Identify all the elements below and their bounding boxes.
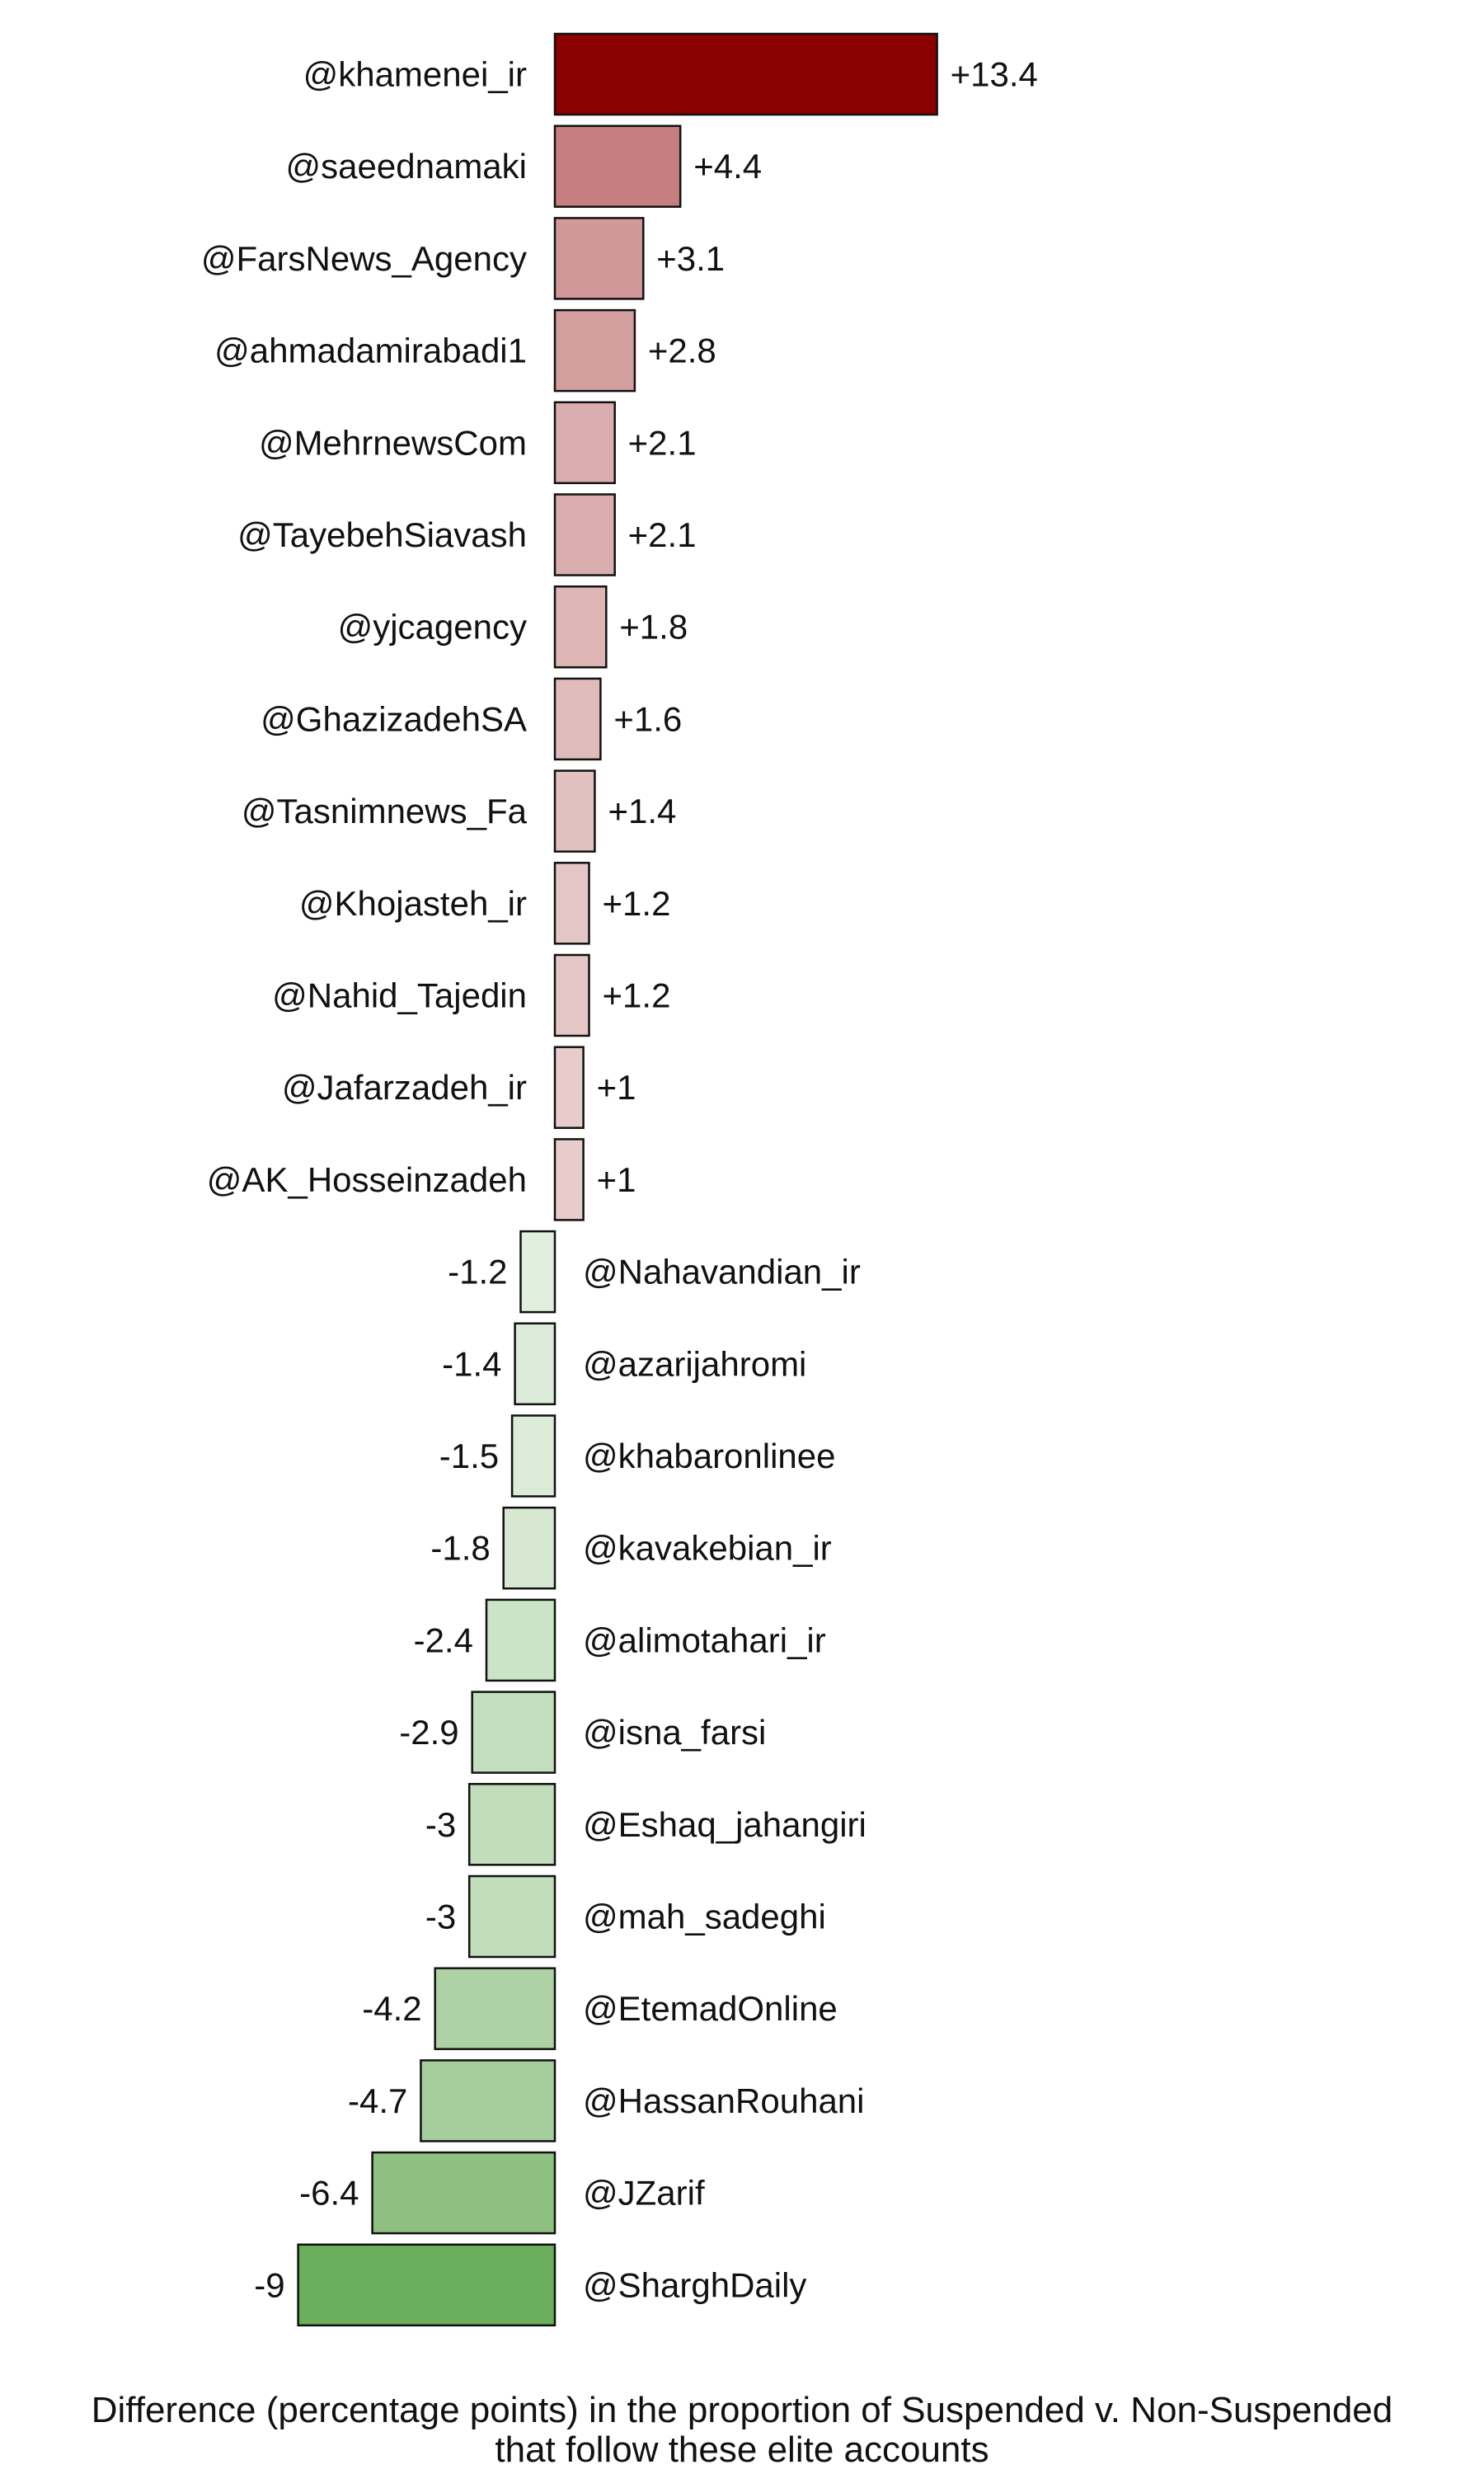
category-label: @ahmadamirabadi1 xyxy=(214,332,527,370)
category-label: @mah_sadeghi xyxy=(583,1898,826,1936)
value-label: +1 xyxy=(597,1160,636,1199)
category-label: @yjcagency xyxy=(338,608,527,647)
value-label: -9 xyxy=(254,2265,284,2304)
bar xyxy=(553,769,596,853)
value-label: -6.4 xyxy=(299,2174,359,2213)
category-label: @HassanRouhani xyxy=(583,2081,865,2120)
value-label: +2.8 xyxy=(648,332,716,370)
value-label: -1.4 xyxy=(442,1344,501,1383)
value-label: +13.4 xyxy=(951,55,1038,94)
bar xyxy=(371,2151,556,2235)
value-label: +4.4 xyxy=(693,147,762,186)
value-label: -3 xyxy=(425,1898,456,1936)
bar xyxy=(434,1967,556,2050)
category-label: @Khojasteh_ir xyxy=(299,884,527,923)
category-label: @Jafarzadeh_ir xyxy=(282,1068,527,1107)
bar xyxy=(553,493,616,576)
bar xyxy=(553,953,590,1037)
bar xyxy=(502,1506,556,1590)
category-label: @saeednamaki xyxy=(286,147,527,186)
category-label: @GhazizadehSA xyxy=(261,699,527,738)
value-label: +1.2 xyxy=(603,976,671,1015)
x-axis-label-line-1: Difference (percentage points) in the pr… xyxy=(91,2390,1393,2430)
bar xyxy=(553,308,636,393)
category-label: @alimotahari_ir xyxy=(583,1620,826,1659)
bar xyxy=(519,1230,556,1314)
category-label: @azarijahromi xyxy=(583,1344,806,1383)
category-label: @TayebehSiavash xyxy=(237,515,527,554)
value-label: -1.8 xyxy=(430,1529,490,1568)
bar xyxy=(420,2059,556,2142)
category-label: @isna_farsi xyxy=(583,1713,766,1752)
category-label: @SharghDaily xyxy=(583,2265,806,2304)
category-label: @khamenei_ir xyxy=(303,55,527,94)
bar xyxy=(485,1598,556,1682)
value-label: -2.9 xyxy=(399,1713,458,1752)
value-label: +1.4 xyxy=(608,792,676,830)
category-label: @Eshaq_jahangiri xyxy=(583,1805,866,1844)
value-label: -1.2 xyxy=(448,1253,507,1291)
bar xyxy=(471,1691,556,1774)
bar xyxy=(553,585,608,669)
bar xyxy=(553,862,590,945)
value-label: +2.1 xyxy=(628,423,697,462)
value-label: +2.1 xyxy=(628,515,697,554)
category-label: @kavakebian_ir xyxy=(583,1529,832,1568)
category-label: @Nahid_Tajedin xyxy=(272,976,527,1015)
category-label: @MehrnewsCom xyxy=(259,423,527,462)
value-label: -1.5 xyxy=(439,1437,499,1475)
value-label: +1.2 xyxy=(603,884,671,923)
bar xyxy=(553,1046,585,1129)
value-label: -3 xyxy=(425,1805,456,1844)
value-label: -4.2 xyxy=(362,1989,421,2028)
bar xyxy=(553,401,616,485)
bar xyxy=(553,677,602,761)
value-label: +3.1 xyxy=(656,239,725,278)
bar xyxy=(467,1874,556,1959)
category-label: @khabaronlinee xyxy=(583,1437,836,1475)
bar xyxy=(553,217,645,300)
value-label: +1.8 xyxy=(619,608,688,647)
value-label: -4.7 xyxy=(348,2081,407,2120)
category-label: @FarsNews_Agency xyxy=(201,239,527,278)
category-label: @Nahavandian_ir xyxy=(583,1253,861,1291)
x-axis-label-line-2: that follow these elite accounts xyxy=(495,2429,989,2470)
bar xyxy=(467,1783,556,1866)
category-label: @JZarif xyxy=(583,2174,705,2213)
category-label: @Tasnimnews_Fa xyxy=(242,792,528,830)
value-label: -2.4 xyxy=(414,1620,473,1659)
bar xyxy=(510,1414,556,1498)
category-label: @EtemadOnline xyxy=(583,1989,838,2028)
bar xyxy=(514,1322,556,1406)
bar xyxy=(553,125,682,208)
value-label: +1 xyxy=(597,1068,636,1107)
value-label: +1.6 xyxy=(613,699,682,738)
bar xyxy=(553,1138,585,1221)
bar xyxy=(553,32,938,116)
category-label: @AK_Hosseinzadeh xyxy=(207,1160,527,1199)
bar xyxy=(297,2243,556,2327)
